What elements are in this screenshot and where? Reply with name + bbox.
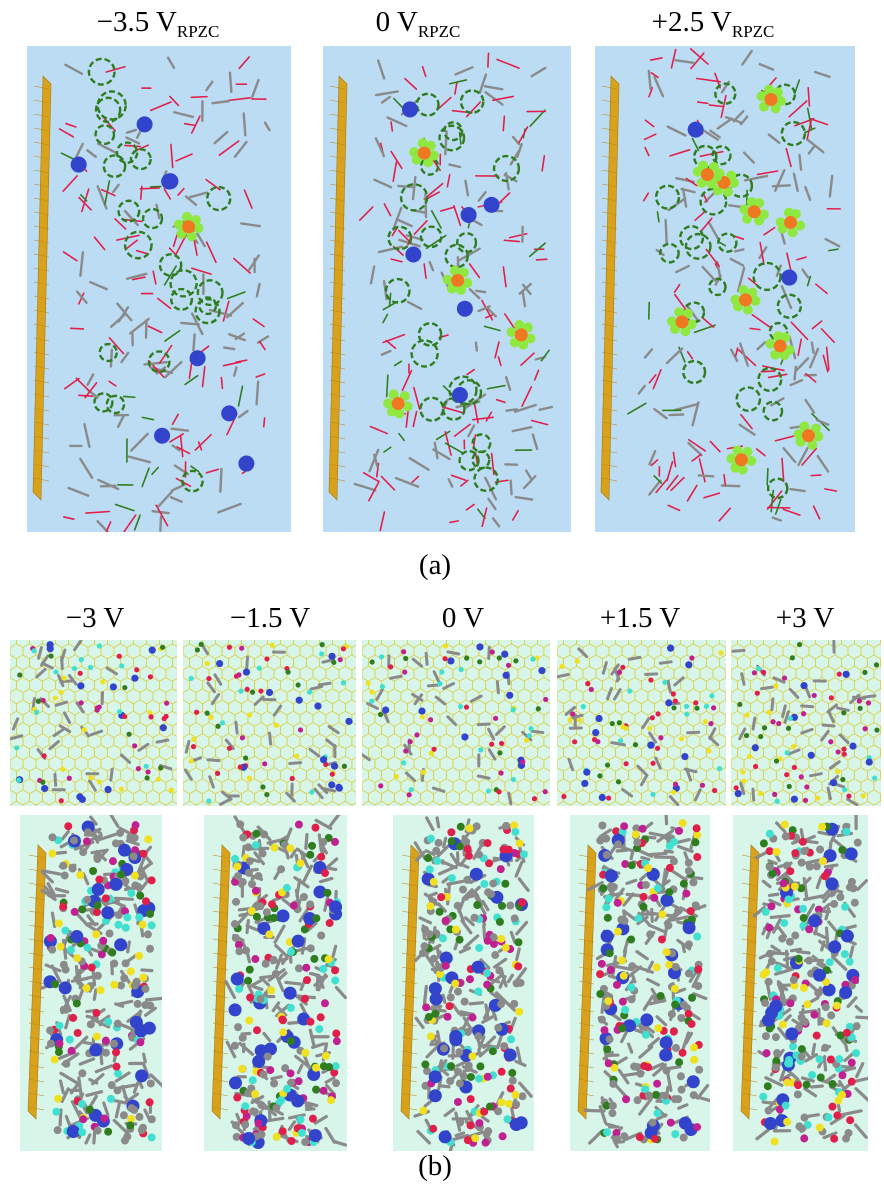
graphene-top-view xyxy=(183,640,356,806)
panel-b3-side-view xyxy=(393,815,534,1151)
panel-b1-side-view xyxy=(20,815,162,1151)
panel-b5-label: +3 V xyxy=(775,602,835,634)
panel-b2-label: −1.5 V xyxy=(229,602,311,634)
panel-a3-label: +2.5 VRPZC xyxy=(651,6,775,41)
electrode-plate xyxy=(328,75,348,501)
panel-a2-label: 0 VRPZC xyxy=(375,6,461,41)
panel-a1-label: −3.5 VRPZC xyxy=(96,6,220,41)
graphene-top-view xyxy=(10,640,177,806)
potential-subscript: RPZC xyxy=(417,22,461,41)
graphene-top-view xyxy=(557,640,726,806)
panel-b3-label: 0 V xyxy=(441,602,485,634)
potential-value: 0 V xyxy=(375,6,418,38)
molecular-snapshot xyxy=(400,816,533,1151)
potential-subscript: RPZC xyxy=(731,22,775,41)
potential-subscript: RPZC xyxy=(176,22,220,41)
potential-value: −3.5 V xyxy=(96,6,177,38)
panel-a2-snapshot xyxy=(323,46,571,532)
caption-b: (b) xyxy=(418,1150,452,1182)
molecular-snapshot xyxy=(577,815,710,1149)
electrode-plate xyxy=(600,75,620,501)
panel-b1-label: −3 V xyxy=(65,602,125,634)
potential-value: +2.5 V xyxy=(651,6,732,38)
panel-b1-top-view xyxy=(10,640,177,806)
panel-b4-label: +1.5 V xyxy=(599,602,681,634)
molecular-snapshot xyxy=(27,815,162,1145)
molecular-snapshot xyxy=(32,56,271,532)
panel-b2-top-view xyxy=(183,640,356,806)
graphene-top-view xyxy=(362,640,550,806)
panel-b4-side-view xyxy=(570,815,710,1151)
caption-a: (a) xyxy=(418,549,452,581)
molecular-snapshot xyxy=(740,815,868,1146)
graphene-top-view xyxy=(731,640,881,806)
panel-b3-top-view xyxy=(362,640,550,806)
panel-a1-snapshot xyxy=(27,46,291,532)
molecular-snapshot xyxy=(600,48,841,522)
panel-b5-top-view xyxy=(731,640,881,806)
electrode-plate xyxy=(32,75,52,501)
panel-b4-top-view xyxy=(557,640,726,806)
molecular-snapshot xyxy=(328,52,554,532)
panel-a3-snapshot xyxy=(595,46,855,532)
molecular-snapshot xyxy=(211,815,347,1149)
panel-b2-side-view xyxy=(204,815,347,1151)
panel-b5-side-view xyxy=(733,815,868,1151)
